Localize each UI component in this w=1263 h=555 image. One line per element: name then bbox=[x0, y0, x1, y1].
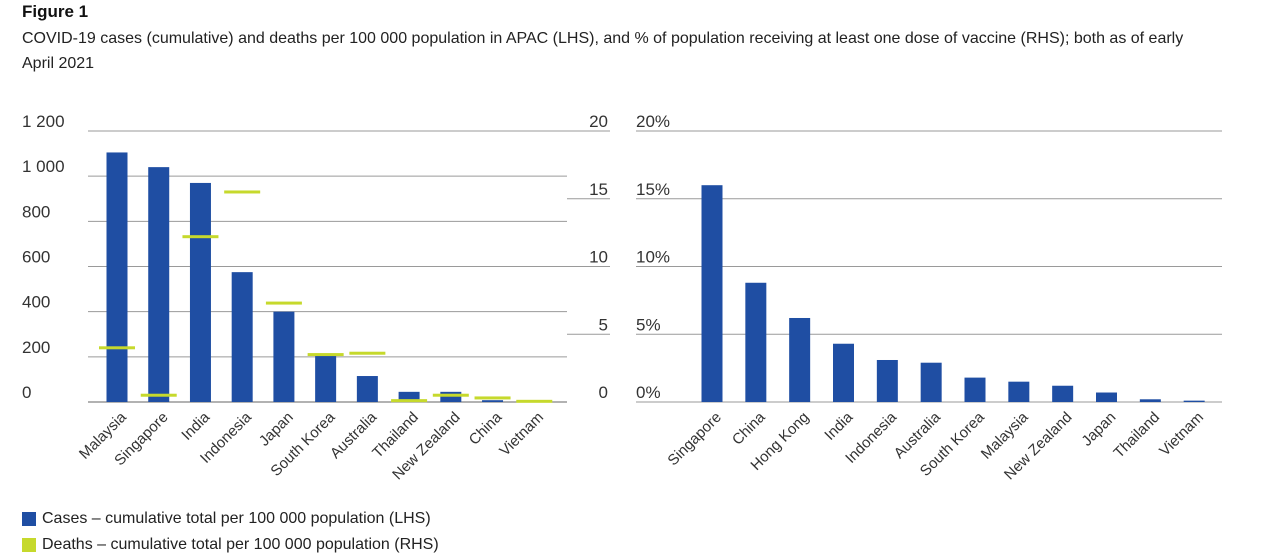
vaccine-bar-new-zealand bbox=[1052, 385, 1074, 402]
legend-cases-label: Cases – cumulative total per 100 000 pop… bbox=[42, 510, 431, 527]
right-category-label-japan: Japan bbox=[1078, 409, 1119, 450]
cases-bar-japan bbox=[273, 311, 295, 402]
deaths-dash-malaysia bbox=[99, 346, 135, 350]
deaths-dash-india bbox=[182, 235, 219, 239]
legend-deaths-swatch bbox=[22, 538, 36, 552]
right-axis-tick-4: 20 bbox=[589, 112, 608, 131]
right-chart-tick-1: 5% bbox=[636, 315, 661, 334]
left-axis-tick-0: 0 bbox=[22, 383, 31, 402]
legend-cases-swatch bbox=[22, 512, 36, 526]
cases-bar-new-zealand bbox=[440, 391, 462, 402]
right-category-label-vietnam: Vietnam bbox=[1156, 409, 1207, 460]
right-category-label-india: India bbox=[821, 408, 856, 443]
right-axis-tick-2: 10 bbox=[589, 248, 608, 267]
deaths-dash-thailand bbox=[391, 399, 428, 403]
right-axis-tick-3: 15 bbox=[589, 180, 608, 199]
vaccine-bar-australia bbox=[920, 362, 942, 402]
right-chart-tick-3: 15% bbox=[636, 180, 670, 199]
right-chart-tick-4: 20% bbox=[636, 112, 670, 131]
cases-bar-china bbox=[482, 400, 504, 402]
right-chart-tick-0: 0% bbox=[636, 383, 661, 402]
vaccine-bar-vietnam bbox=[1183, 400, 1205, 402]
cases-bar-thailand bbox=[398, 391, 420, 402]
left-category-label-india: India bbox=[178, 408, 213, 443]
vaccine-bar-japan bbox=[1096, 392, 1117, 402]
right-category-label-singapore: Singapore bbox=[664, 409, 724, 469]
vaccine-bar-south-korea bbox=[964, 377, 986, 402]
left-axis-tick-3: 600 bbox=[22, 248, 50, 267]
cases-bar-australia bbox=[356, 376, 378, 402]
deaths-dash-china bbox=[474, 396, 511, 400]
cases-bar-south-korea bbox=[315, 353, 337, 402]
left-category-label-china: China bbox=[466, 408, 506, 448]
cases-bar-india bbox=[189, 182, 211, 402]
figure-label: Figure 1 bbox=[22, 2, 89, 21]
vaccine-bar-singapore bbox=[701, 185, 723, 402]
left-axis-tick-4: 800 bbox=[22, 202, 50, 221]
deaths-dash-vietnam bbox=[516, 399, 553, 403]
vaccine-bar-china bbox=[745, 282, 767, 402]
vaccine-bar-indonesia bbox=[876, 359, 898, 402]
legend-deaths-label: Deaths – cumulative total per 100 000 po… bbox=[42, 536, 439, 553]
vaccine-bar-malaysia bbox=[1008, 381, 1030, 402]
right-axis-tick-0: 0 bbox=[599, 383, 608, 402]
legend-deaths: Deaths – cumulative total per 100 000 po… bbox=[22, 536, 439, 554]
left-axis-tick-2: 400 bbox=[22, 293, 50, 312]
deaths-dash-singapore bbox=[140, 393, 177, 397]
right-chart-tick-2: 10% bbox=[636, 248, 670, 267]
vaccine-bar-india bbox=[833, 343, 854, 402]
vaccine-bar-thailand bbox=[1139, 399, 1161, 402]
deaths-dash-new-zealand bbox=[432, 393, 469, 397]
legend-cases: Cases – cumulative total per 100 000 pop… bbox=[22, 510, 431, 528]
cases-bar-malaysia bbox=[106, 152, 128, 402]
left-axis-tick-1: 200 bbox=[22, 338, 50, 357]
right-category-label-thailand: Thailand bbox=[1110, 409, 1163, 462]
vaccine-bar-hong-kong bbox=[789, 317, 811, 402]
cases-bar-indonesia bbox=[231, 272, 253, 402]
left-category-label-vietnam: Vietnam bbox=[496, 409, 547, 460]
left-axis-tick-5: 1 000 bbox=[22, 157, 65, 176]
deaths-dash-australia bbox=[349, 351, 386, 355]
deaths-dash-japan bbox=[265, 301, 302, 305]
deaths-dash-indonesia bbox=[224, 190, 261, 194]
deaths-dash-south-korea bbox=[307, 353, 344, 357]
left-axis-tick-6: 1 200 bbox=[22, 112, 65, 131]
right-axis-tick-1: 5 bbox=[599, 315, 608, 334]
figure-caption: COVID-19 cases (cumulative) and deaths p… bbox=[22, 30, 1184, 72]
right-category-label-china: China bbox=[729, 408, 769, 448]
cases-bar-singapore bbox=[148, 167, 170, 402]
